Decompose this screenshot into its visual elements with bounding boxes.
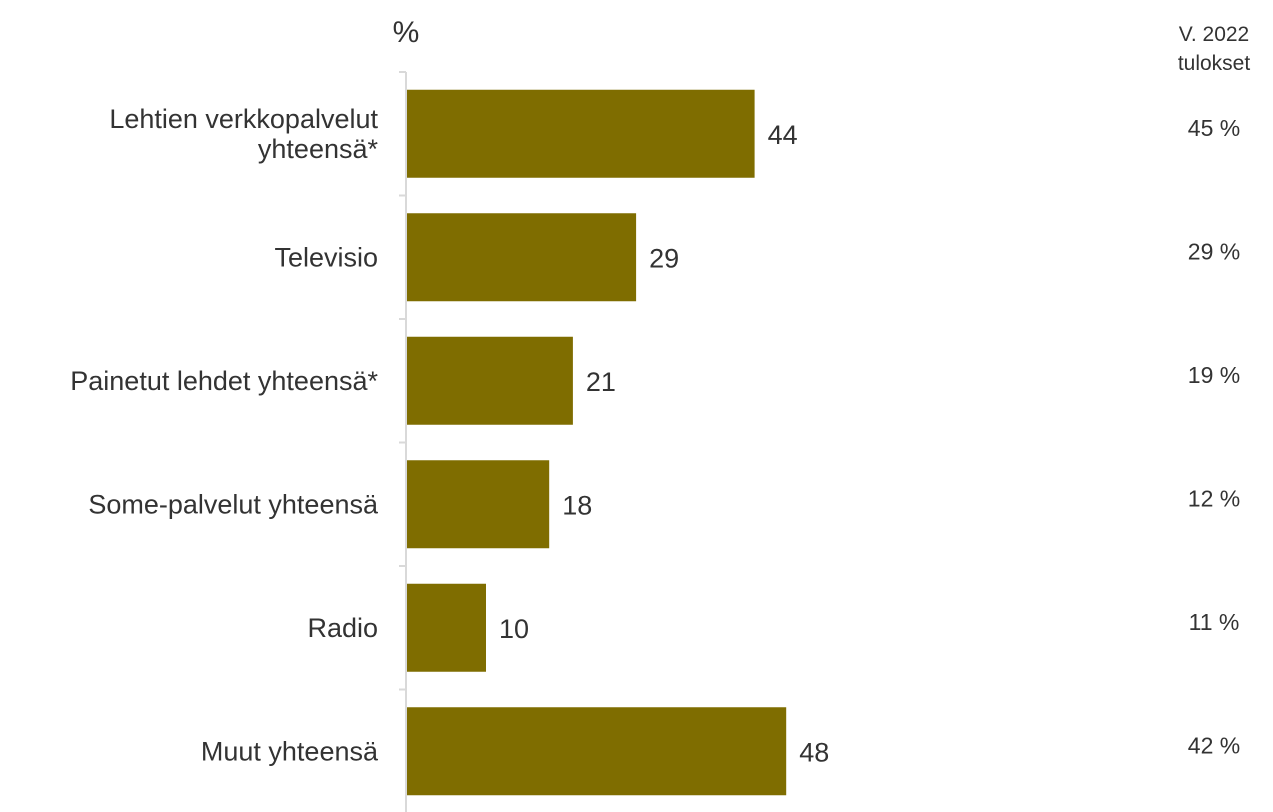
category-label: Muut yhteensä bbox=[201, 736, 379, 766]
value-label: 29 bbox=[649, 243, 679, 273]
previous-header-line: tulokset bbox=[1178, 52, 1251, 75]
axis-ticks bbox=[399, 71, 406, 691]
category-label: Radio bbox=[307, 613, 378, 643]
bar bbox=[407, 583, 486, 672]
previous-values: 45 % 29 % 19 % 12 % 11 % 42 % bbox=[1188, 115, 1240, 759]
bar bbox=[407, 707, 787, 796]
previous-value: 11 % bbox=[1189, 609, 1240, 635]
value-label: 18 bbox=[562, 490, 592, 520]
category-label: Painetut lehdet yhteensä* bbox=[70, 366, 378, 396]
previous-value: 19 % bbox=[1188, 362, 1240, 388]
bar bbox=[407, 336, 573, 425]
category-label: yhteensä* bbox=[258, 134, 379, 164]
unit-label: % bbox=[393, 16, 420, 49]
category-label: Some-palvelut yhteensä bbox=[88, 489, 379, 519]
value-label: 10 bbox=[499, 614, 529, 644]
bars bbox=[407, 89, 787, 796]
previous-header: V. 2022 tulokset bbox=[1178, 23, 1251, 75]
previous-value: 42 % bbox=[1188, 732, 1240, 758]
value-label: 44 bbox=[768, 120, 798, 150]
category-label: Televisio bbox=[274, 242, 378, 272]
bar bbox=[407, 213, 637, 302]
previous-value: 45 % bbox=[1188, 115, 1240, 141]
category-label: Lehtien verkkopalvelut bbox=[109, 104, 378, 134]
previous-value: 12 % bbox=[1188, 485, 1240, 511]
previous-value: 29 % bbox=[1188, 238, 1240, 264]
previous-header-line: V. 2022 bbox=[1179, 23, 1249, 46]
bar bbox=[407, 89, 755, 178]
value-label: 21 bbox=[586, 367, 616, 397]
value-labels: 44 29 21 18 10 48 bbox=[499, 120, 829, 768]
bar bbox=[407, 460, 550, 549]
value-label: 48 bbox=[799, 737, 829, 767]
